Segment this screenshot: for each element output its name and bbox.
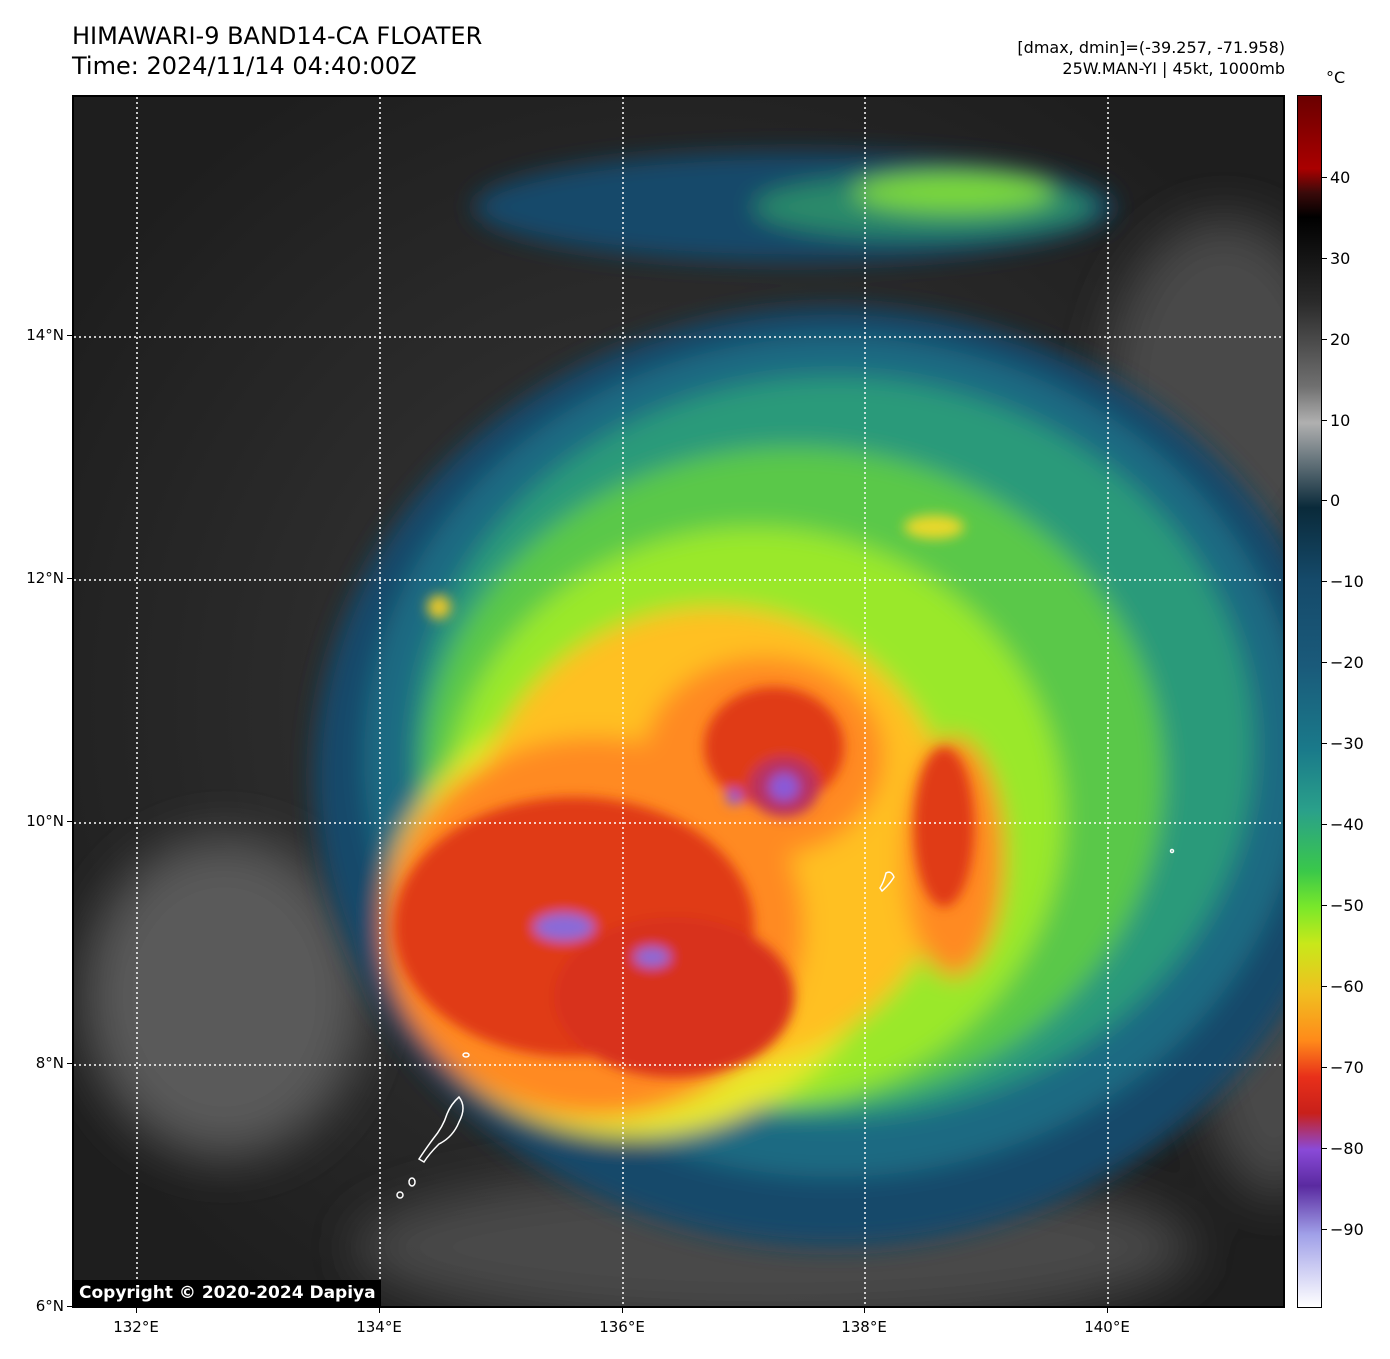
cold-convective-cores	[394, 515, 974, 1077]
colorbar-tick	[1322, 662, 1327, 663]
colorbar-tick	[1322, 500, 1327, 501]
satellite-ir-image	[72, 95, 1285, 1308]
colorbar-label-minus80: −80	[1330, 1139, 1364, 1158]
lon-tick	[864, 1308, 865, 1313]
colorbar-tick	[1322, 1229, 1327, 1230]
colorbar-label-0: 0	[1330, 491, 1341, 510]
lat-label-8n: 8°N	[35, 1054, 64, 1072]
product-title: HIMAWARI-9 BAND14-CA FLOATER	[72, 22, 483, 50]
lat-tick	[67, 335, 72, 336]
colorbar-label-minus10: −10	[1330, 572, 1364, 591]
lat-tick	[67, 578, 72, 579]
lat-label-12n: 12°N	[26, 569, 64, 587]
colorbar-unit: °C	[1326, 68, 1346, 87]
dmax-dmin: [dmax, dmin]=(-39.257, -71.958)	[1017, 38, 1285, 57]
colorbar-label-minus30: −30	[1330, 734, 1364, 753]
colorbar-tick	[1322, 258, 1327, 259]
lat-label-14n: 14°N	[26, 326, 64, 344]
lat-label-10n: 10°N	[26, 812, 64, 830]
lat-lon-gridlines	[74, 97, 1283, 1306]
lon-tick	[379, 1308, 380, 1313]
colorbar-tick	[1322, 986, 1327, 987]
lat-tick	[67, 1306, 72, 1307]
colorbar-label-minus70: −70	[1330, 1058, 1364, 1077]
lat-label-6n: 6°N	[35, 1297, 64, 1315]
lat-tick	[67, 821, 72, 822]
lon-tick	[136, 1308, 137, 1313]
colorbar-tick	[1322, 177, 1327, 178]
colorbar-label-minus60: −60	[1330, 977, 1364, 996]
colorbar-tick	[1322, 824, 1327, 825]
lat-tick	[67, 1063, 72, 1064]
colorbar-label-minus90: −90	[1330, 1220, 1364, 1239]
storm-info: 25W.MAN-YI | 45kt, 1000mb	[1062, 59, 1285, 78]
colorbar-label-10: 10	[1330, 411, 1351, 430]
colorbar-tick	[1322, 743, 1327, 744]
coastline-outlines	[396, 848, 1175, 1199]
colorbar-tick	[1322, 1148, 1327, 1149]
lon-label-132e: 132°E	[113, 1318, 159, 1336]
lon-tick	[622, 1308, 623, 1313]
temperature-colorbar	[1297, 95, 1322, 1308]
colorbar-label-30: 30	[1330, 249, 1351, 268]
copyright-notice: Copyright © 2020-2024 Dapiya	[74, 1280, 381, 1306]
colorbar-label-minus40: −40	[1330, 815, 1364, 834]
colorbar-label-minus20: −20	[1330, 653, 1364, 672]
colorbar-label-minus50: −50	[1330, 896, 1364, 915]
lon-label-136e: 136°E	[599, 1318, 645, 1336]
colorbar-tick	[1322, 905, 1327, 906]
cloud-top-imagery	[74, 97, 1283, 1306]
colorbar-label-20: 20	[1330, 330, 1351, 349]
colorbar-tick	[1322, 339, 1327, 340]
colorbar-tick	[1322, 420, 1327, 421]
lon-label-134e: 134°E	[356, 1318, 402, 1336]
lon-label-138e: 138°E	[841, 1318, 887, 1336]
colorbar-label-40: 40	[1330, 168, 1351, 187]
timestamp: Time: 2024/11/14 04:40:00Z	[72, 52, 417, 80]
colorbar-tick	[1322, 1067, 1327, 1068]
lon-label-140e: 140°E	[1084, 1318, 1130, 1336]
colorbar-tick	[1322, 581, 1327, 582]
lon-tick	[1107, 1308, 1108, 1313]
